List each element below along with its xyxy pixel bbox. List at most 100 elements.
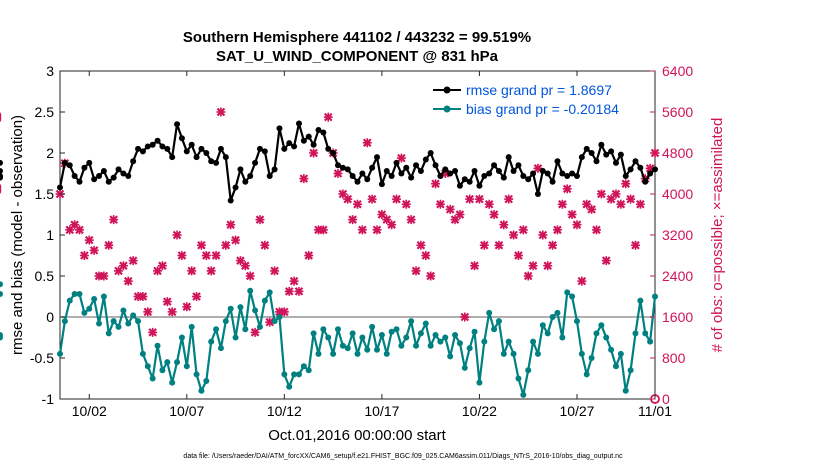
rmse-point: [510, 168, 517, 175]
rmse-point: [91, 176, 98, 183]
rmse-point: [369, 164, 376, 171]
rmse-point: [491, 162, 498, 169]
legend-rmse-label: rmse grand pr = 1.8697: [466, 82, 612, 98]
bias-point: [403, 334, 410, 341]
rmse-point: [0, 168, 3, 175]
bias-point: [413, 342, 420, 349]
bias-point: [222, 318, 229, 325]
rmse-point: [359, 170, 366, 177]
obs-count-marker: [182, 302, 192, 312]
obs-count-marker: [353, 199, 362, 209]
obs-count-marker: [557, 199, 567, 209]
bias-point: [583, 371, 590, 378]
bias-point: [578, 350, 585, 357]
bias-point: [135, 318, 142, 325]
bias-point: [378, 332, 385, 339]
obs-count-marker: [538, 230, 548, 240]
bias-point: [534, 350, 541, 357]
rmse-point: [505, 154, 512, 161]
obs-count-marker: [245, 271, 255, 281]
obs-count-marker: [484, 199, 494, 209]
bias-point: [271, 318, 278, 325]
obs-count-marker: [289, 276, 299, 286]
bias-point: [539, 322, 546, 329]
bias-point: [495, 318, 502, 325]
rmse-point: [408, 174, 415, 181]
rmse-point: [144, 143, 151, 150]
obs-count-marker: [89, 245, 99, 255]
bias-point: [96, 320, 103, 327]
obs-count-marker: [421, 251, 431, 260]
obs-count-marker: [260, 240, 270, 250]
rmse-point: [183, 148, 190, 155]
bias-point: [178, 334, 185, 341]
obs-count-marker: [411, 266, 421, 276]
rmse-point: [593, 158, 600, 165]
rmse-point: [534, 191, 541, 197]
obs-count-marker: [104, 240, 114, 250]
rmse-point: [237, 166, 244, 173]
bias-point: [456, 340, 463, 347]
obs-count-marker: [357, 225, 367, 235]
rmse-point: [354, 178, 361, 185]
obs-count-marker: [543, 261, 553, 271]
obs-count-marker: [240, 261, 250, 271]
legend: rmse grand pr = 1.8697 bias grand pr = -…: [428, 79, 650, 119]
obs-count-marker: [206, 266, 216, 276]
rmse-point: [86, 159, 93, 166]
obs-count-marker: [626, 194, 636, 204]
bias-point: [61, 318, 68, 325]
obs-count-marker: [382, 215, 392, 225]
rmse-point: [364, 176, 371, 183]
obs-count-marker: [616, 199, 626, 209]
x-tick-label: 10/22: [462, 403, 497, 419]
bias-point: [437, 338, 444, 345]
obs-count-marker: [431, 179, 441, 189]
y-tick-label: 0: [46, 309, 54, 325]
obs-count-marker: [192, 292, 202, 301]
rmse-point: [603, 151, 610, 158]
rmse-point: [281, 145, 288, 152]
rmse-point: [193, 154, 200, 161]
rmse-point: [554, 158, 561, 165]
bias-point: [325, 334, 332, 341]
obs-count-marker: [460, 312, 470, 322]
bias-point: [217, 345, 224, 352]
obs-count-marker: [518, 225, 528, 235]
obs-count-marker: [123, 276, 133, 286]
rmse-point: [135, 145, 142, 152]
rmse-point: [315, 127, 322, 134]
obs-count-marker: [226, 220, 236, 230]
obs-count-marker: [392, 194, 402, 204]
obs-count-marker: [406, 215, 416, 225]
y2-tick-label: 6400: [662, 63, 693, 79]
legend-box: [428, 79, 650, 119]
obs-count-marker: [533, 163, 543, 173]
bias-point: [203, 377, 210, 384]
rmse-point: [627, 166, 634, 173]
bias-point: [76, 291, 83, 298]
rmse-point: [110, 174, 117, 181]
legend-bias-label: bias grand pr = -0.20184: [466, 101, 619, 117]
y2-tick-label: 800: [662, 350, 686, 366]
y-tick-label: 0.5: [35, 268, 55, 284]
y-tick-label: 1: [46, 227, 54, 243]
y-axis-label: rmse and bias (model - observation): [9, 115, 26, 355]
rmse-point: [164, 145, 171, 152]
rmse-point: [76, 178, 83, 185]
bias-point: [554, 309, 561, 316]
bias-point: [149, 375, 156, 382]
obs-count-layer: [0, 107, 660, 404]
bias-point: [383, 350, 390, 357]
bias-point: [256, 323, 263, 330]
bias-point: [193, 371, 200, 378]
rmse-point: [632, 158, 639, 165]
y-tick-label: 1.5: [35, 186, 55, 202]
obs-count-marker: [196, 240, 206, 250]
obs-count-marker: [401, 199, 411, 209]
x-tick-label: 10/12: [267, 403, 302, 419]
bias-point: [164, 359, 171, 366]
rmse-point: [564, 172, 571, 179]
obs-count-marker: [75, 225, 85, 235]
